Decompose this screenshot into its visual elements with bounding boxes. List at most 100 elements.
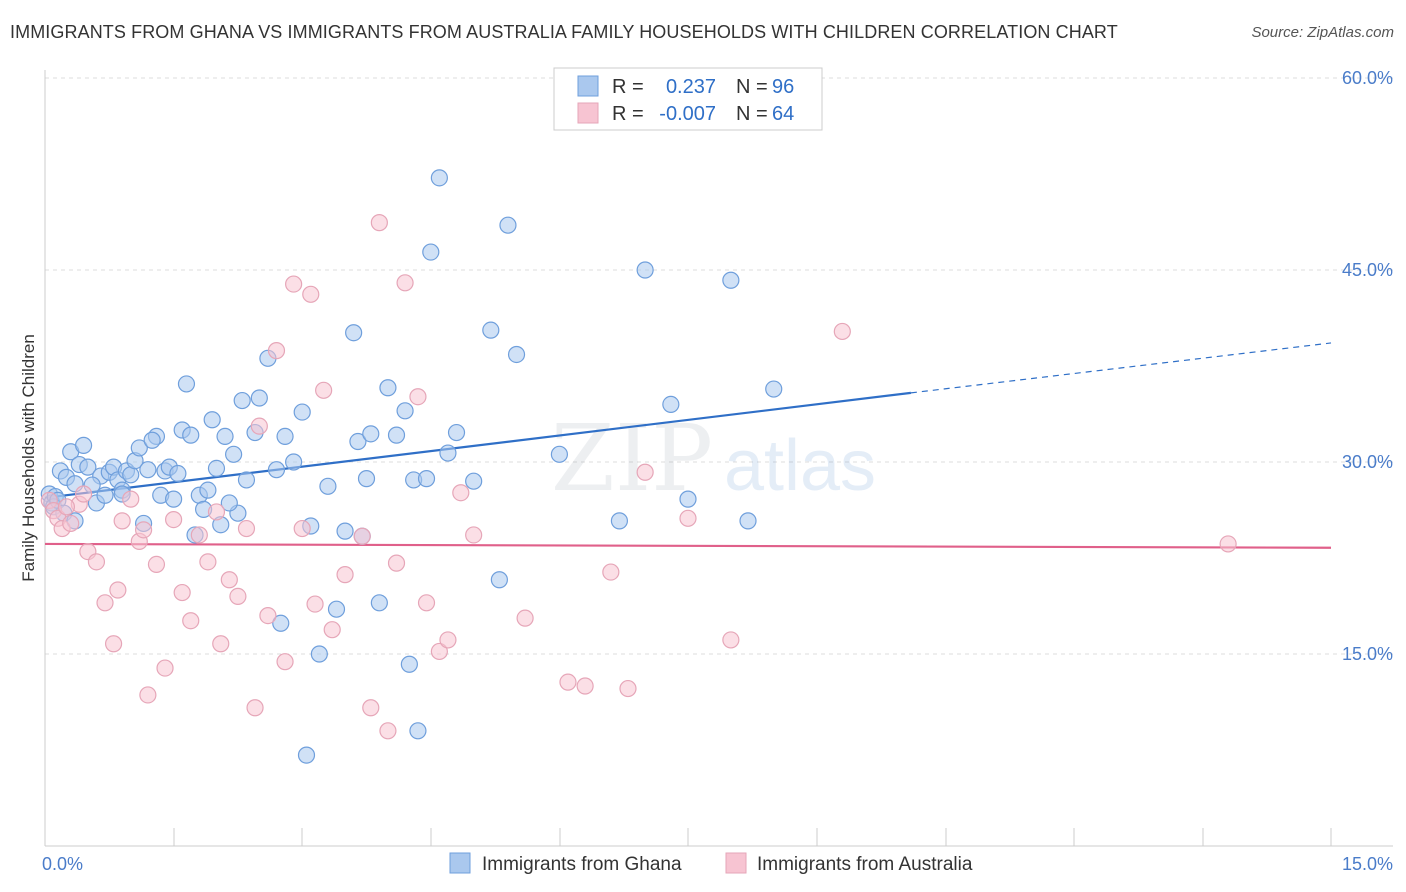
ghana-point-78 bbox=[499, 216, 517, 234]
australia-point-49 bbox=[465, 526, 483, 544]
y-tick-label-3: 60.0% bbox=[1342, 68, 1393, 88]
legend-r-label-2: R = bbox=[612, 103, 644, 125]
ghana-point-92 bbox=[297, 746, 316, 764]
australia-point-57 bbox=[722, 631, 740, 649]
australia-point-63 bbox=[250, 417, 268, 435]
ghana-point-42 bbox=[225, 445, 243, 463]
ghana-point-85 bbox=[722, 271, 740, 289]
ghana-point-22 bbox=[130, 439, 148, 457]
ghana-trend-line bbox=[44, 391, 912, 499]
ghana-point-70 bbox=[409, 722, 427, 740]
legend-n-value-2: 64 bbox=[772, 103, 794, 125]
australia-point-29 bbox=[267, 342, 286, 360]
australia-point-44 bbox=[409, 388, 427, 406]
ghana-trend-extension bbox=[910, 342, 1332, 394]
australia-point-17 bbox=[165, 510, 183, 529]
ghana-point-75 bbox=[465, 472, 483, 490]
australia-point-30 bbox=[276, 653, 294, 671]
australia-point-15 bbox=[147, 555, 166, 574]
bottom-legend-swatch-ghana bbox=[449, 852, 471, 874]
ghana-point-39 bbox=[207, 459, 226, 477]
ghana-point-14 bbox=[96, 486, 114, 504]
australia-point-35 bbox=[315, 381, 333, 399]
ghana-point-65 bbox=[379, 379, 397, 397]
australia-point-52 bbox=[576, 677, 594, 695]
ghana-point-50 bbox=[272, 614, 290, 632]
australia-point-16 bbox=[156, 659, 174, 677]
y-tick-labels: 15.0% 30.0% 45.0% 60.0% bbox=[1342, 68, 1393, 664]
australia-point-33 bbox=[302, 285, 320, 303]
australia-point-26 bbox=[237, 519, 256, 538]
australia-point-20 bbox=[190, 526, 208, 544]
australia-point-28 bbox=[259, 606, 277, 625]
bottom-legend-australia: Immigrants from Australia bbox=[757, 854, 973, 875]
australia-point-43 bbox=[396, 274, 414, 292]
australia-point-55 bbox=[636, 463, 654, 481]
ghana-point-53 bbox=[293, 403, 311, 421]
australia-point-25 bbox=[229, 587, 247, 606]
australia-point-8 bbox=[96, 594, 114, 612]
australia-point-60 bbox=[57, 498, 76, 516]
correlation-legend: R = 0.237 N = 96 R = -0.007 N = 64 bbox=[553, 67, 823, 131]
australia-point-11 bbox=[113, 512, 131, 530]
australia-point-34 bbox=[306, 595, 324, 613]
australia-point-41 bbox=[379, 722, 397, 740]
ghana-point-11 bbox=[79, 458, 97, 476]
chart-title: IMMIGRANTS FROM GHANA VS IMMIGRANTS FROM… bbox=[10, 22, 1118, 42]
y-axis-title: Family Households with Children bbox=[19, 334, 38, 582]
australia-point-38 bbox=[353, 527, 371, 545]
australia-point-62 bbox=[134, 521, 153, 539]
ghana-point-77 bbox=[490, 571, 508, 589]
ghana-point-60 bbox=[349, 432, 367, 451]
ghana-point-49 bbox=[267, 461, 286, 479]
ghana-point-47 bbox=[250, 389, 268, 407]
australia-trend-line bbox=[44, 542, 1332, 549]
bottom-legend-swatch-australia bbox=[725, 852, 747, 874]
australia-point-37 bbox=[336, 566, 354, 584]
australia-point-31 bbox=[285, 275, 303, 293]
legend-n-value-1: 96 bbox=[772, 76, 794, 98]
ghana-point-83 bbox=[662, 395, 680, 413]
legend-r-value-1: 0.237 bbox=[666, 76, 716, 98]
ghana-point-24 bbox=[139, 461, 157, 479]
ghana-point-72 bbox=[430, 169, 448, 187]
ghana-point-44 bbox=[233, 391, 251, 410]
grid-lines bbox=[45, 77, 1393, 655]
australia-point-58 bbox=[833, 322, 851, 341]
ghana-point-79 bbox=[507, 345, 526, 364]
series-legend: Immigrants from Ghana Immigrants from Au… bbox=[449, 852, 973, 875]
australia-point-9 bbox=[104, 635, 123, 653]
ghana-point-37 bbox=[199, 481, 217, 499]
ghana-point-30 bbox=[169, 464, 187, 483]
ghana-point-56 bbox=[319, 477, 337, 495]
australia-point-59 bbox=[1219, 535, 1237, 553]
legend-swatch-ghana bbox=[577, 75, 599, 97]
australia-point-53 bbox=[602, 563, 620, 581]
watermark: ZIP atlas bbox=[551, 405, 876, 512]
australia-point-21 bbox=[199, 553, 217, 571]
ghana-point-55 bbox=[310, 645, 328, 663]
ghana-point-71 bbox=[422, 243, 440, 261]
ghana-point-41 bbox=[216, 427, 234, 445]
australia-point-39 bbox=[362, 699, 380, 717]
australia-point-12 bbox=[122, 490, 140, 508]
ghana-point-52 bbox=[285, 453, 303, 471]
australia-point-50 bbox=[516, 609, 534, 627]
ghana-point-90 bbox=[143, 431, 161, 449]
australia-point-54 bbox=[619, 679, 637, 698]
y-tick-label-1: 30.0% bbox=[1342, 452, 1393, 472]
australia-point-4 bbox=[62, 514, 80, 533]
australia-point-47 bbox=[439, 631, 457, 649]
australia-point-24 bbox=[220, 571, 238, 589]
ghana-point-10 bbox=[74, 436, 93, 454]
bottom-legend-ghana: Immigrants from Ghana bbox=[482, 854, 682, 875]
australia-point-18 bbox=[173, 583, 191, 602]
australia-point-46 bbox=[430, 642, 448, 661]
x-tick-labels: 0.0% 15.0% bbox=[42, 854, 1393, 874]
australia-point-42 bbox=[387, 554, 406, 572]
ghana-point-81 bbox=[610, 512, 629, 530]
australia-point-45 bbox=[417, 594, 436, 612]
ghana-point-91 bbox=[220, 494, 238, 512]
australia-point-19 bbox=[182, 612, 200, 630]
australia-point-7 bbox=[87, 553, 106, 571]
